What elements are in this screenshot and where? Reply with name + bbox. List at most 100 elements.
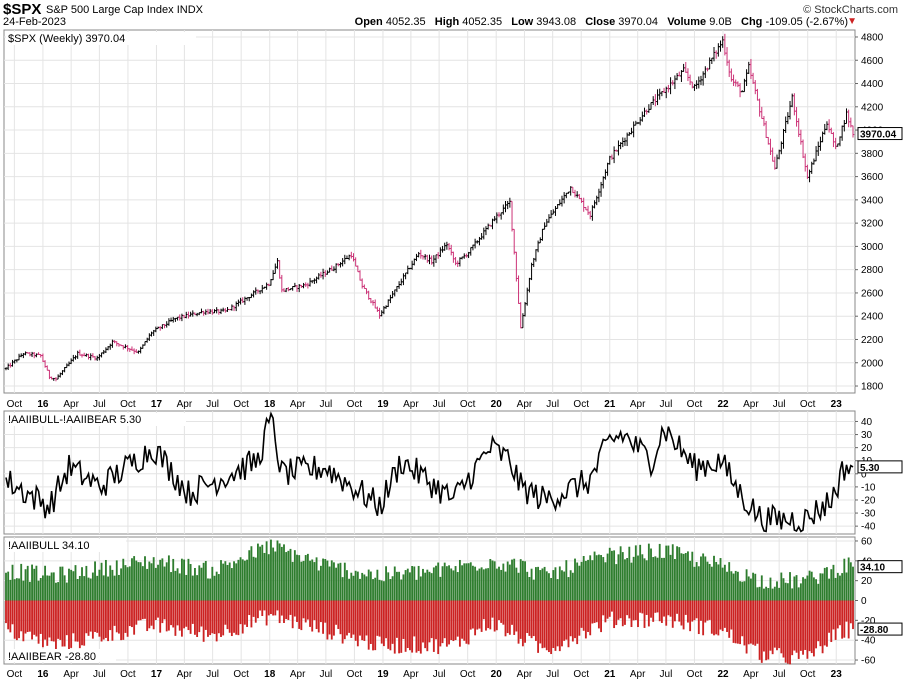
bear-bar	[624, 600, 626, 625]
bull-bar	[782, 578, 785, 601]
bull-bar	[185, 574, 188, 601]
bear-bar	[65, 600, 68, 636]
bear-bar	[706, 600, 709, 621]
bear-bar	[541, 600, 544, 649]
bear-bar	[480, 600, 483, 632]
bull-bar	[167, 555, 170, 601]
bull-bar	[20, 563, 23, 601]
bear-bar	[532, 600, 535, 637]
price-axis-tick-label: 2800	[861, 265, 884, 276]
x-month-label: Oct	[687, 669, 703, 680]
bull-bar	[226, 564, 229, 601]
bear-bar	[385, 600, 387, 639]
bull-bar	[574, 558, 576, 601]
bull-bar	[39, 577, 42, 601]
low-value: 3943.08	[536, 16, 577, 28]
bear-bar	[335, 600, 338, 625]
bear-bar	[517, 600, 520, 644]
bear-bar	[35, 600, 38, 637]
bull-bar	[715, 561, 718, 601]
bear-bar	[128, 600, 131, 627]
bear-bar	[502, 600, 505, 625]
bear-bar	[376, 600, 379, 636]
bull-bar	[771, 588, 774, 601]
bull-bar	[78, 575, 81, 601]
brand-logo[interactable]: © StockCharts.com	[803, 4, 898, 16]
bull-bar	[409, 572, 411, 601]
bull-bar	[847, 557, 850, 601]
bear-bar	[756, 600, 759, 644]
bull-bar	[107, 576, 109, 601]
bear-bar	[289, 600, 292, 615]
bear-bar	[654, 600, 657, 613]
bear-bar	[776, 600, 778, 651]
x-year-label: 16	[37, 669, 49, 680]
bear-bar	[641, 600, 644, 614]
bear-bar	[660, 600, 663, 623]
bull-bar	[747, 576, 750, 601]
bull-bar	[261, 544, 264, 601]
bull-bar	[710, 566, 713, 601]
bull-bar	[619, 546, 622, 601]
bear-bar	[196, 600, 199, 638]
bull-bar	[137, 562, 140, 601]
bull-bar	[723, 564, 726, 601]
bull-bar	[660, 557, 663, 601]
bear-bar	[432, 600, 435, 652]
bull-bar	[493, 561, 496, 601]
bull-bar	[74, 565, 77, 601]
bull-bar	[676, 546, 679, 601]
bear-bar	[328, 600, 331, 635]
x-month-label: Jul	[433, 669, 446, 680]
bear-bar	[456, 600, 459, 637]
bull-bar	[228, 562, 231, 601]
bull-bar	[721, 567, 724, 601]
bull-bar	[808, 570, 811, 601]
x-month-label: Oct	[800, 669, 816, 680]
bull-bar	[728, 562, 731, 601]
bear-bar	[815, 600, 818, 649]
bear-bar	[172, 600, 175, 628]
bear-bar	[346, 600, 348, 636]
bear-bar	[615, 600, 618, 626]
bull-bar	[491, 560, 494, 601]
bear-bar	[324, 600, 327, 623]
bear-bar	[374, 600, 377, 651]
bear-bar	[348, 600, 351, 633]
bull-bar	[376, 569, 379, 601]
bull-bar	[687, 551, 689, 601]
bull-bar	[554, 567, 557, 601]
bear-bar	[487, 600, 490, 629]
bull-bar	[419, 576, 422, 601]
bull-bar	[272, 547, 275, 601]
bull-bar	[639, 544, 642, 601]
bull-bar	[233, 561, 235, 601]
high-value: 4052.35	[462, 16, 503, 28]
bear-bar	[445, 600, 448, 647]
price-last-value: 3970.04	[860, 130, 897, 141]
bull-bar	[541, 568, 544, 601]
bear-bar	[61, 600, 64, 647]
bear-bar	[773, 600, 776, 648]
bear-bar	[330, 600, 333, 640]
bear-bar	[778, 600, 781, 649]
bull-bar	[102, 575, 105, 601]
bull-bar	[528, 576, 531, 601]
bull-bar	[552, 570, 555, 601]
bull-bar	[750, 578, 752, 601]
bull-bar	[571, 572, 574, 601]
bear-bar	[515, 600, 518, 632]
bear-bar	[422, 600, 424, 643]
spread-last-value-box	[857, 460, 903, 474]
bear-bar	[233, 600, 235, 633]
bull-bar	[561, 570, 563, 601]
bull-bar	[643, 558, 646, 601]
bear-bar	[291, 600, 294, 629]
bear-bar	[406, 600, 409, 649]
spread-last-value: 5.30	[860, 463, 880, 474]
bear-bar	[354, 600, 357, 641]
price-axis-tick-label: 3600	[861, 172, 884, 183]
bear-bar	[558, 600, 561, 652]
spread-axis-tick-label: -30	[861, 509, 876, 520]
